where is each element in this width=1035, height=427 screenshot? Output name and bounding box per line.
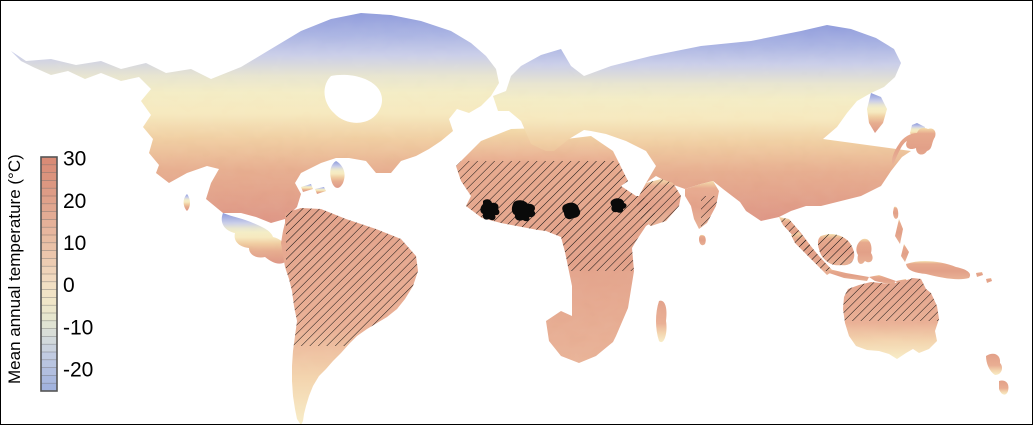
svg-text:20: 20 xyxy=(63,190,86,213)
svg-text:Mean annual temperature (°C): Mean annual temperature (°C) xyxy=(5,154,24,384)
svg-text:0: 0 xyxy=(63,274,75,297)
svg-text:10: 10 xyxy=(63,232,86,255)
svg-text:-10: -10 xyxy=(63,316,93,339)
svg-text:30: 30 xyxy=(63,148,86,171)
svg-text:-20: -20 xyxy=(63,359,93,382)
